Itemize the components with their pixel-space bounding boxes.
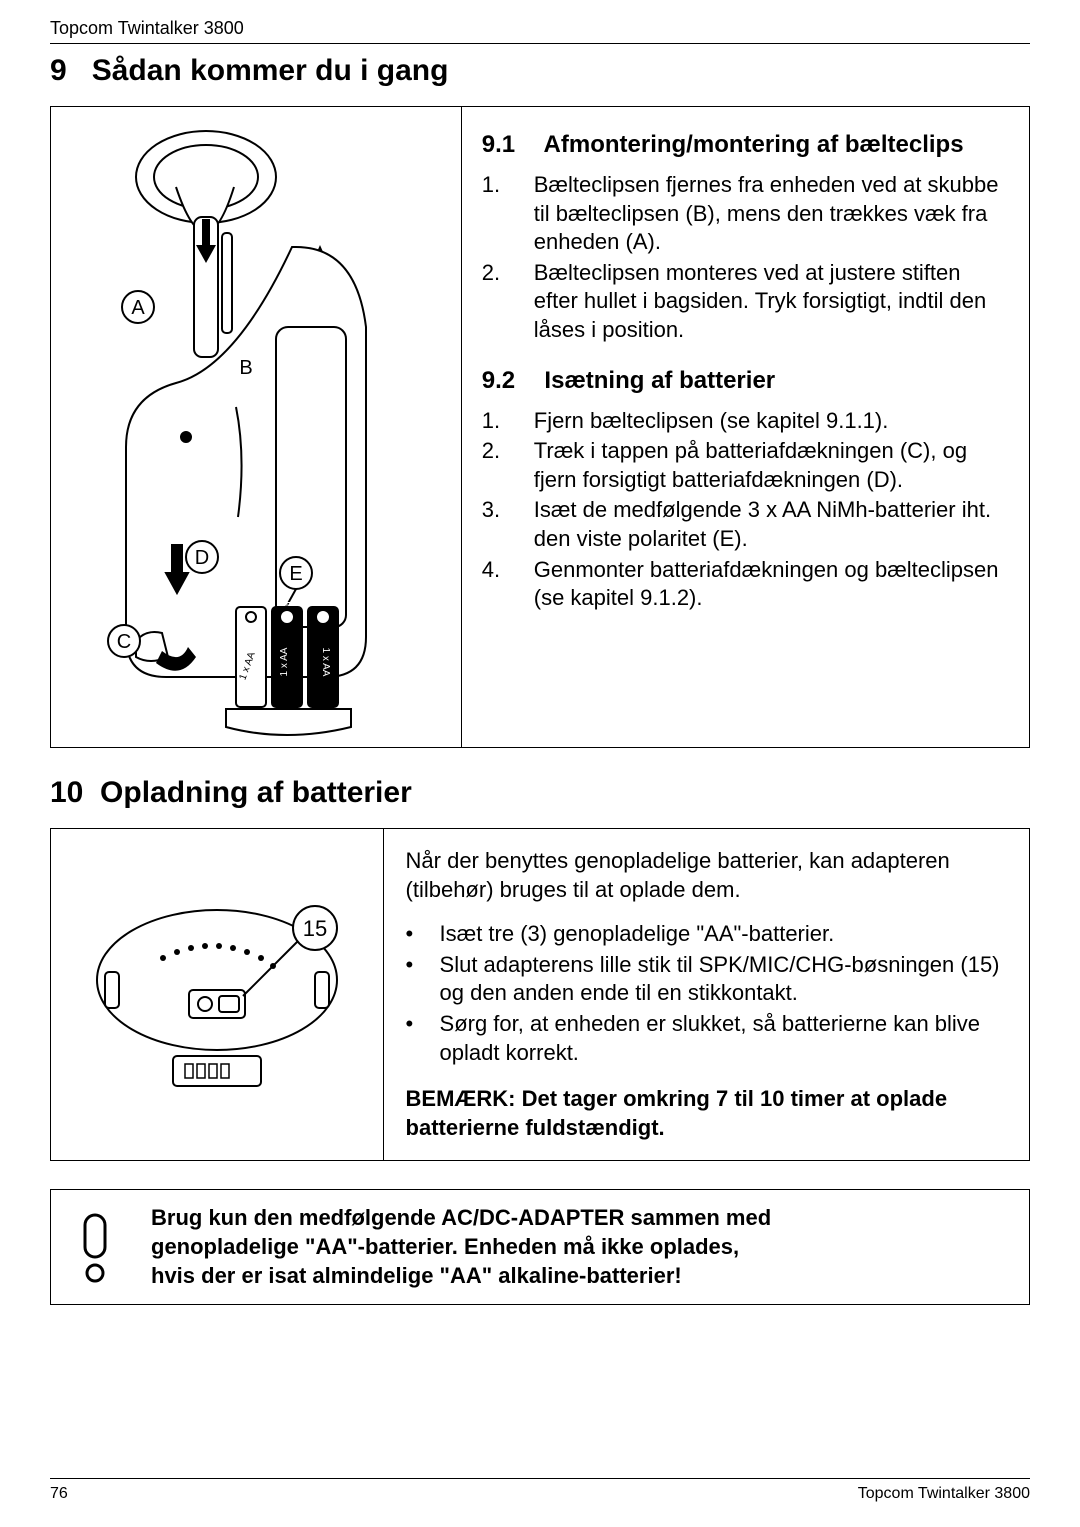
section10-note: BEMÆRK: Det tager omkring 7 til 10 timer… bbox=[406, 1085, 1007, 1142]
list-item: 4.Genmonter batteriafdækningen og bæltec… bbox=[482, 556, 1009, 613]
list-item: •Isæt tre (3) genopladelige "AA"-batteri… bbox=[406, 920, 1007, 949]
list-item: •Sørg for, at enheden er slukket, så bat… bbox=[406, 1010, 1007, 1067]
section10-diagram-cell: 15 bbox=[51, 829, 384, 1160]
list-item: 2.Bælteclipsen monteres ved at justere s… bbox=[482, 259, 1009, 345]
warning-text: Brug kun den medfølgende AC/DC-ADAPTER s… bbox=[127, 1204, 771, 1290]
label-e: E bbox=[289, 563, 302, 585]
warning-icon bbox=[63, 1211, 127, 1283]
section10-text-cell: Når der benyttes genopladelige batterier… bbox=[384, 829, 1029, 1160]
sub92-num: 9.2 bbox=[482, 367, 538, 395]
svg-text:+: + bbox=[319, 708, 327, 724]
section10-title: 10 Opladning af batterier bbox=[50, 776, 1030, 810]
batt-label-2: 1 x AA bbox=[279, 647, 290, 676]
label-b: B bbox=[239, 357, 252, 379]
sub92-list: 1.Fjern bælteclipsen (se kapitel 9.1.1).… bbox=[482, 407, 1009, 613]
list-item: 3.Isæt de medfølgende 3 x AA NiMh-batter… bbox=[482, 496, 1009, 553]
section9-title: 9 Sådan kommer du i gang bbox=[50, 54, 1030, 88]
section10-box: 15 Når der benyttes genopladelige batter… bbox=[50, 828, 1030, 1161]
sub92-title-text: Isætning af batterier bbox=[544, 367, 775, 394]
sub91-list: 1.Bælteclipsen fjernes fra enheden ved a… bbox=[482, 171, 1009, 345]
list-item: 2.Træk i tappen på batteriafdækningen (C… bbox=[482, 437, 1009, 494]
section9-text-cell: 9.1 Afmontering/montering af bælteclips … bbox=[462, 107, 1029, 747]
warning-line3: hvis der er isat almindelige "AA" alkali… bbox=[151, 1262, 771, 1291]
section9-num: 9 bbox=[50, 54, 67, 87]
sub91-title: 9.1 Afmontering/montering af bælteclips bbox=[482, 131, 1009, 159]
section10-num: 10 bbox=[50, 776, 83, 809]
label-c: C bbox=[117, 631, 131, 653]
list-item: 1.Fjern bælteclipsen (se kapitel 9.1.1). bbox=[482, 407, 1009, 436]
label-a: A bbox=[131, 297, 145, 319]
warning-line1: Brug kun den medfølgende AC/DC-ADAPTER s… bbox=[151, 1204, 771, 1233]
section10-intro: Når der benyttes genopladelige batterier… bbox=[406, 847, 1007, 904]
page-header: Topcom Twintalker 3800 bbox=[50, 18, 1030, 44]
section9-title-text: Sådan kommer du i gang bbox=[92, 54, 449, 87]
list-item: •Slut adapterens lille stik til SPK/MIC/… bbox=[406, 951, 1007, 1008]
callout-15: 15 bbox=[303, 916, 327, 941]
section10-bullets: •Isæt tre (3) genopladelige "AA"-batteri… bbox=[406, 920, 1007, 1067]
sub92-title: 9.2 Isætning af batterier bbox=[482, 367, 1009, 395]
label-d: D bbox=[195, 547, 209, 569]
sub91-title-text: Afmontering/montering af bælteclips bbox=[544, 131, 964, 158]
sub91-num: 9.1 bbox=[482, 131, 538, 159]
warning-box: Brug kun den medfølgende AC/DC-ADAPTER s… bbox=[50, 1189, 1030, 1305]
charging-diagram: 15 bbox=[67, 880, 367, 1110]
page-footer: 76 Topcom Twintalker 3800 bbox=[50, 1478, 1030, 1503]
svg-text:+: + bbox=[283, 594, 291, 610]
warning-line2: genopladelige "AA"-batterier. Enheden må… bbox=[151, 1233, 771, 1262]
section10-title-text: Opladning af batterier bbox=[100, 776, 412, 809]
section9-box: A B C D E 1 x AA 1 x AA 1 x AA + − − + 9… bbox=[50, 106, 1030, 748]
beltclip-battery-diagram: A B C D E 1 x AA 1 x AA 1 x AA + − − + bbox=[76, 117, 436, 737]
header-product: Topcom Twintalker 3800 bbox=[50, 18, 244, 38]
list-item: 1.Bælteclipsen fjernes fra enheden ved a… bbox=[482, 171, 1009, 257]
svg-text:−: − bbox=[319, 594, 327, 610]
batt-label-3: 1 x AA bbox=[320, 648, 331, 677]
footer-product: Topcom Twintalker 3800 bbox=[858, 1485, 1030, 1503]
footer-page: 76 bbox=[50, 1485, 68, 1503]
svg-text:−: − bbox=[283, 708, 291, 724]
section9-diagram-cell: A B C D E 1 x AA 1 x AA 1 x AA + − − + bbox=[51, 107, 462, 747]
